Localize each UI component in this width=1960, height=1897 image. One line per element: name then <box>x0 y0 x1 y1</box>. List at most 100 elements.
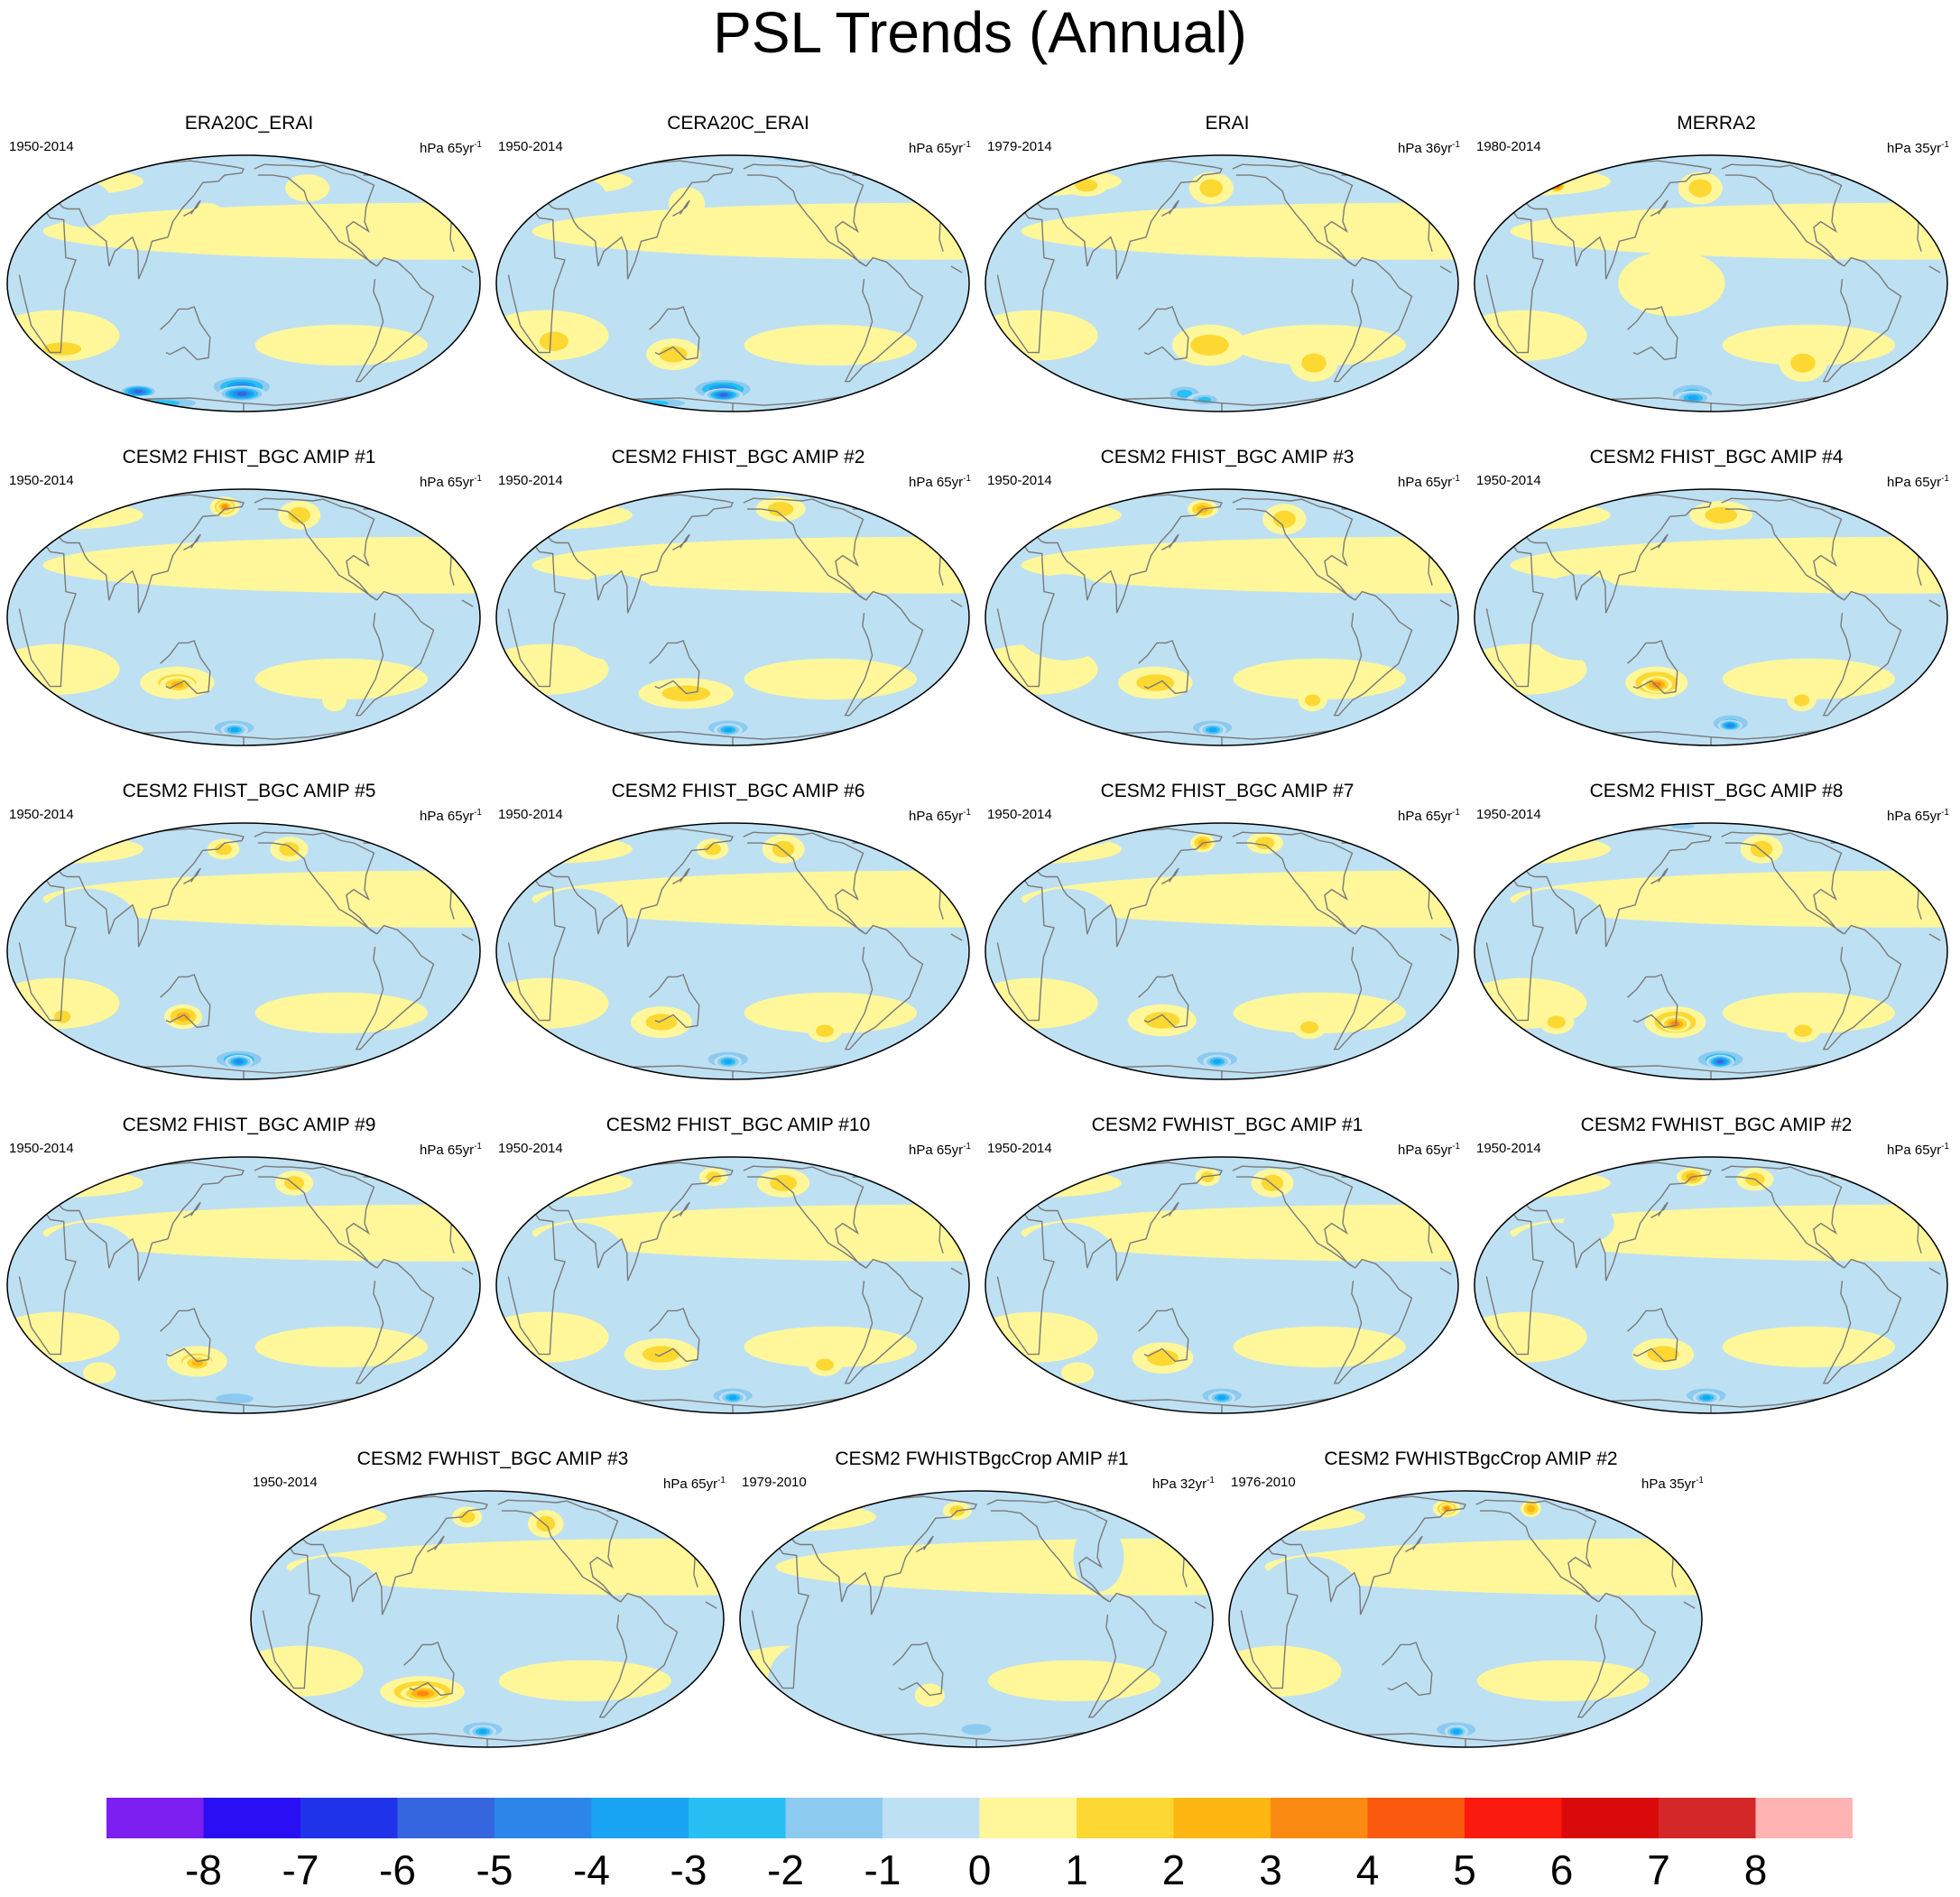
field-anomaly <box>1716 1060 1724 1064</box>
coastline <box>1576 1592 1657 1718</box>
coastline <box>844 590 924 717</box>
map-panel: CESM2 FWHISTBgcCrop AMIP #1 1979-2010 hPa … <box>738 1448 1225 1781</box>
trend-map <box>6 154 481 412</box>
trend-map <box>985 154 1459 412</box>
field-anomaly <box>1688 179 1712 198</box>
trend-map <box>495 488 970 746</box>
map-border <box>6 488 481 746</box>
units-exponent: -1 <box>474 474 482 484</box>
coastline <box>1232 163 1356 267</box>
map-border <box>1474 488 1948 746</box>
panel-units: hPa 65yr-1 <box>1398 471 1460 491</box>
panel-title: CESM2 FHIST_BGC AMIP #5 <box>122 781 376 801</box>
coastline <box>844 256 924 383</box>
field-anomaly <box>1501 888 1608 972</box>
coastline <box>1138 306 1189 361</box>
trend-map <box>1474 1156 1948 1414</box>
panel-title: CESM2 FHIST_BGC AMIP #1 <box>122 447 376 467</box>
colorbar-tick-label: 2 <box>1161 1846 1186 1893</box>
coastline <box>1161 533 1179 551</box>
field-band <box>744 324 918 366</box>
coastline <box>672 199 690 217</box>
coastline <box>183 199 201 217</box>
field-anomaly <box>837 1495 856 1503</box>
panel-units: hPa 65yr-1 <box>1398 1139 1460 1159</box>
units-exponent: -1 <box>1452 1142 1460 1152</box>
coastline <box>905 177 908 180</box>
trend-map <box>495 822 970 1080</box>
coastline <box>355 590 435 717</box>
panel-title: CESM2 FWHIST_BGC AMIP #2 <box>1580 1115 1853 1135</box>
map-border <box>6 822 481 1080</box>
colorbar-box <box>1271 1798 1368 1838</box>
field-anomaly <box>1176 390 1193 398</box>
units-text: hPa 65yr <box>420 1143 475 1158</box>
coastline <box>1822 590 1902 717</box>
field-anomaly <box>54 1010 71 1023</box>
units-text: hPa 35yr <box>1887 141 1942 156</box>
colorbar-tick-label: 1 <box>1065 1846 1088 1893</box>
units-text: hPa 65yr <box>909 141 964 156</box>
coastline <box>1394 1179 1397 1182</box>
coastline <box>1721 1165 1845 1269</box>
field-anomaly <box>277 1556 384 1640</box>
coastline <box>1333 1258 1413 1384</box>
field-anomaly <box>1527 1504 1535 1513</box>
field-band <box>254 1326 429 1368</box>
colorbar-box <box>689 1798 786 1838</box>
map-border <box>985 154 1459 412</box>
field-anomaly <box>1705 506 1738 523</box>
map-panel: ERA20C_ERAI 1950-2014 hPa 65yr-1 <box>5 112 493 446</box>
field-band <box>254 658 429 700</box>
units-text: hPa 65yr <box>420 475 475 490</box>
map-border <box>495 822 970 1080</box>
panel-units: hPa 35yr-1 <box>1887 137 1949 157</box>
panel-title: CESM2 FWHIST_BGC AMIP #3 <box>356 1448 629 1469</box>
colorbar-tick-label: -7 <box>282 1846 319 1893</box>
panel-units: hPa 65yr-1 <box>1887 1139 1949 1159</box>
trend-map <box>985 822 1459 1080</box>
field-anomaly <box>1501 1222 1608 1306</box>
coastline <box>892 1642 944 1697</box>
field-band <box>744 658 918 700</box>
panel-units: hPa 65yr-1 <box>909 137 971 157</box>
map-border <box>250 1490 725 1748</box>
field-band <box>1233 992 1407 1034</box>
units-exponent: -1 <box>474 1142 482 1152</box>
map-panel: CESM2 FWHIST_BGC AMIP #2 1950-2014 hPa 65y… <box>1473 1114 1960 1448</box>
coastline <box>1232 1165 1356 1269</box>
coastline <box>355 256 435 383</box>
field-band <box>42 870 480 928</box>
coastline <box>1822 256 1902 383</box>
units-exponent: -1 <box>1452 474 1460 484</box>
map-border <box>985 1156 1459 1414</box>
map-panel: CESM2 FHIST_BGC AMIP #4 1950-2014 hPa 65yr… <box>1473 446 1960 780</box>
panel-units: hPa 65yr-1 <box>420 805 482 825</box>
field-band <box>1722 658 1896 700</box>
panel-period: 1950-2014 <box>987 807 1052 822</box>
panel-units: hPa 65yr-1 <box>909 805 971 825</box>
coastline <box>1394 845 1397 848</box>
field-anomaly <box>386 609 441 646</box>
coastline <box>1822 1258 1902 1384</box>
field-anomaly <box>522 1222 630 1306</box>
units-text: hPa 65yr <box>1398 809 1453 824</box>
field-band <box>42 536 480 594</box>
coastline <box>916 1535 934 1553</box>
panel-units: hPa 65yr-1 <box>663 1473 726 1493</box>
trend-map <box>1474 488 1948 746</box>
colorbar-box <box>495 1798 592 1838</box>
field-band <box>286 1538 724 1596</box>
field-band <box>1021 870 1458 928</box>
colorbar-box <box>1561 1798 1660 1838</box>
panel-title: CESM2 FHIST_BGC AMIP #3 <box>1100 447 1354 467</box>
coastline <box>1627 640 1678 695</box>
coastline <box>1232 497 1356 601</box>
coastline <box>1650 533 1669 551</box>
field-anomaly <box>322 689 347 712</box>
units-text: hPa 65yr <box>1398 475 1453 490</box>
field-anomaly <box>1794 1024 1812 1037</box>
units-text: hPa 65yr <box>1887 809 1942 824</box>
map-border <box>6 154 481 412</box>
field-anomaly <box>279 842 300 856</box>
